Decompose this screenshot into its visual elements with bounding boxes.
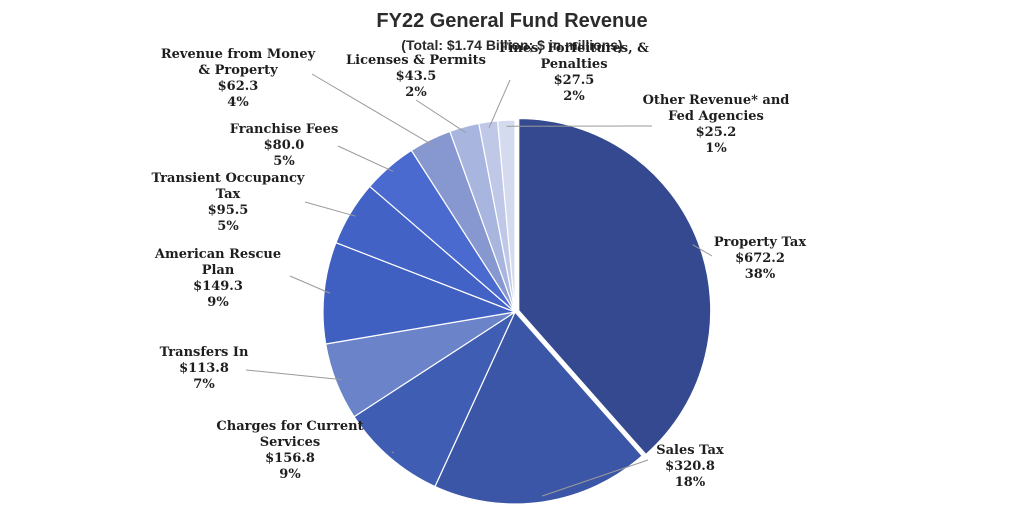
label-american-rescue-plan: American Rescue Plan $149.3 9% [154,247,281,310]
label-line-fines-forfeitures-penalties: Penalties [540,57,607,72]
label-percent-fines-forfeitures-penalties: 2% [563,89,585,104]
label-line-transient-occupancy-tax: Transient Occupancy [151,171,304,186]
label-revenue-from-money-property: Revenue from Money & Property $62.3 4% [161,47,316,110]
label-charges-for-current-services: Charges for Current Services $156.8 9% [216,419,363,482]
label-line-transfers-in: Transfers In [160,345,249,360]
label-percent-transfers-in: 7% [193,377,215,392]
label-percent-charges-for-current-services: 9% [279,467,301,482]
leader-property-tax [692,244,713,257]
pie-slices [322,117,712,505]
label-value-transient-occupancy-tax: $95.5 [208,203,249,218]
label-percent-property-tax: 38% [745,267,776,282]
label-value-licenses-permits: $43.5 [396,69,437,84]
slice-property-tax [518,117,712,456]
label-line-transient-occupancy-tax: Tax [216,187,241,202]
label-value-revenue-from-money-property: $62.3 [218,79,259,94]
label-value-fines-forfeitures-penalties: $27.5 [554,73,595,88]
label-transfers-in: Transfers In $113.8 7% [160,345,249,392]
label-line-property-tax: Property Tax [714,235,806,250]
label-value-property-tax: $672.2 [735,251,785,266]
leader-transfers-in [245,369,342,381]
label-line-sales-tax: Sales Tax [656,443,724,458]
label-percent-transient-occupancy-tax: 5% [217,219,239,234]
chart-title: FY22 General Fund Revenue [376,10,647,32]
label-value-sales-tax: $320.8 [665,459,715,474]
label-line-other-revenue-fed-agencies: Other Revenue* and [643,93,790,108]
label-line-charges-for-current-services: Services [260,435,321,450]
label-line-american-rescue-plan: Plan [202,263,235,278]
leader-licenses-permits [415,99,467,134]
leader-revenue-from-money-property [311,73,434,146]
leader-american-rescue-plan [289,275,331,294]
slice-other-revenue-fed-agencies [496,119,516,313]
label-line-revenue-from-money-property: Revenue from Money [161,47,316,62]
label-line-revenue-from-money-property: & Property [198,63,278,78]
label-transient-occupancy-tax: Transient Occupancy Tax $95.5 5% [151,171,304,234]
label-line-fines-forfeitures-penalties: Fines, Forfeitures, & [499,41,649,56]
slice-sales-tax [434,310,644,505]
label-value-other-revenue-fed-agencies: $25.2 [696,125,737,140]
slice-charges-for-current-services [353,310,517,488]
label-property-tax: Property Tax $672.2 38% [714,235,806,282]
slice-american-rescue-plan [322,241,518,345]
label-percent-licenses-permits: 2% [405,85,427,100]
label-value-charges-for-current-services: $156.8 [265,451,315,466]
slice-labels: Property Tax $672.2 38% Sales Tax $320.8 18% C… [151,41,806,490]
label-licenses-permits: Licenses & Permits $43.5 2% [346,53,486,100]
label-line-other-revenue-fed-agencies: Fed Agencies [668,109,764,124]
chart-subtitle: (Total: $1.74 Billion; $ in millions) [401,37,622,53]
label-percent-franchise-fees: 5% [273,154,295,169]
label-fines-forfeitures-penalties: Fines, Forfeitures, & Penalties $27.5 2% [499,41,649,104]
label-line-licenses-permits: Licenses & Permits [346,53,486,68]
label-line-charges-for-current-services: Charges for Current [216,419,363,434]
leader-lines [245,73,713,497]
label-line-american-rescue-plan: American Rescue [154,247,281,262]
leader-charges-for-current-services [391,451,394,454]
leader-franchise-fees [337,145,394,172]
label-other-revenue-fed-agencies: Other Revenue* and Fed Agencies $25.2 1% [643,93,790,156]
label-line-franchise-fees: Franchise Fees [230,122,339,137]
label-franchise-fees: Franchise Fees $80.0 5% [230,122,339,169]
label-percent-sales-tax: 18% [675,475,706,490]
leader-transient-occupancy-tax [304,201,356,217]
label-percent-revenue-from-money-property: 4% [227,95,249,110]
leader-fines-forfeitures-penalties [488,79,511,129]
label-percent-american-rescue-plan: 9% [207,295,229,310]
label-percent-other-revenue-fed-agencies: 1% [705,141,727,156]
label-value-transfers-in: $113.8 [179,361,229,376]
label-value-franchise-fees: $80.0 [264,138,305,153]
label-value-american-rescue-plan: $149.3 [193,279,243,294]
label-sales-tax: Sales Tax $320.8 18% [656,443,724,490]
leader-sales-tax [542,459,649,497]
